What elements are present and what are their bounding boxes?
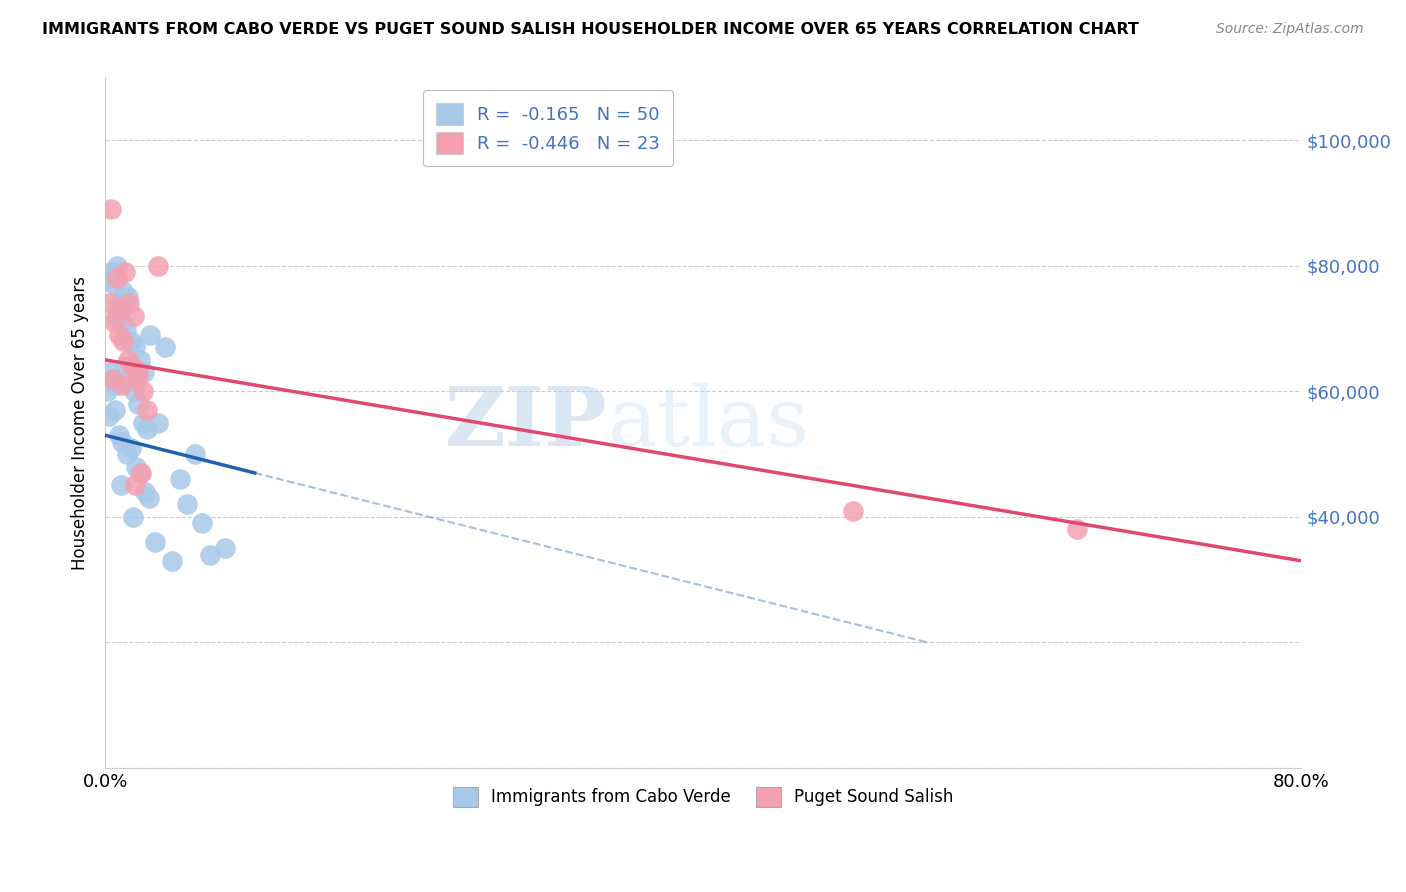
Point: [184, 447, 207, 461]
Point: [115, 321, 138, 335]
Point: [107, 327, 129, 342]
Point: [122, 384, 145, 399]
Point: [107, 296, 129, 310]
Point: [100, 366, 122, 380]
Point: [122, 509, 145, 524]
Text: IMMIGRANTS FROM CABO VERDE VS PUGET SOUND SALISH HOUSEHOLDER INCOME OVER 65 YEAR: IMMIGRANTS FROM CABO VERDE VS PUGET SOUN…: [42, 22, 1139, 37]
Point: [162, 554, 184, 568]
Point: [100, 202, 122, 217]
Point: [111, 378, 134, 392]
Point: [117, 290, 139, 304]
Point: [114, 265, 136, 279]
Point: [176, 497, 198, 511]
Point: [146, 259, 169, 273]
Point: [191, 516, 214, 530]
Point: [125, 459, 148, 474]
Point: [1066, 523, 1088, 537]
Point: [100, 265, 122, 279]
Point: [131, 384, 153, 399]
Point: [96, 384, 118, 399]
Point: [842, 503, 865, 517]
Point: [97, 409, 120, 424]
Point: [104, 403, 127, 417]
Point: [198, 548, 221, 562]
Legend: Immigrants from Cabo Verde, Puget Sound Salish: Immigrants from Cabo Verde, Puget Sound …: [444, 779, 962, 815]
Point: [111, 434, 134, 449]
Point: [124, 340, 146, 354]
Point: [114, 359, 136, 374]
Text: ZIP: ZIP: [444, 383, 607, 463]
Point: [97, 271, 120, 285]
Point: [134, 484, 156, 499]
Point: [108, 428, 131, 442]
Point: [214, 541, 236, 556]
Point: [105, 271, 128, 285]
Point: [98, 271, 121, 285]
Point: [120, 334, 142, 348]
Point: [125, 372, 148, 386]
Point: [105, 378, 128, 392]
Point: [103, 277, 125, 292]
Point: [136, 422, 159, 436]
Point: [112, 334, 135, 348]
Point: [136, 403, 159, 417]
Point: [103, 315, 125, 329]
Point: [129, 466, 152, 480]
Point: [124, 478, 146, 492]
Point: [108, 302, 131, 317]
Point: [120, 441, 142, 455]
Point: [105, 259, 128, 273]
Point: [118, 372, 141, 386]
Point: [117, 352, 139, 367]
Y-axis label: Householder Income Over 65 years: Householder Income Over 65 years: [72, 276, 89, 570]
Text: atlas: atlas: [607, 383, 810, 463]
Point: [118, 296, 141, 310]
Point: [132, 366, 155, 380]
Point: [122, 309, 145, 323]
Point: [104, 309, 127, 323]
Point: [98, 296, 121, 310]
Point: [115, 447, 138, 461]
Point: [121, 359, 143, 374]
Point: [146, 416, 169, 430]
Point: [127, 366, 149, 380]
Point: [169, 472, 191, 486]
Point: [129, 466, 152, 480]
Point: [108, 302, 131, 317]
Point: [101, 265, 124, 279]
Point: [110, 478, 132, 492]
Point: [101, 372, 124, 386]
Point: [128, 352, 150, 367]
Point: [131, 416, 153, 430]
Point: [143, 535, 166, 549]
Point: [103, 372, 125, 386]
Point: [153, 340, 176, 354]
Point: [139, 327, 162, 342]
Point: [138, 491, 160, 505]
Text: Source: ZipAtlas.com: Source: ZipAtlas.com: [1216, 22, 1364, 37]
Point: [112, 284, 135, 298]
Point: [127, 397, 149, 411]
Point: [111, 315, 134, 329]
